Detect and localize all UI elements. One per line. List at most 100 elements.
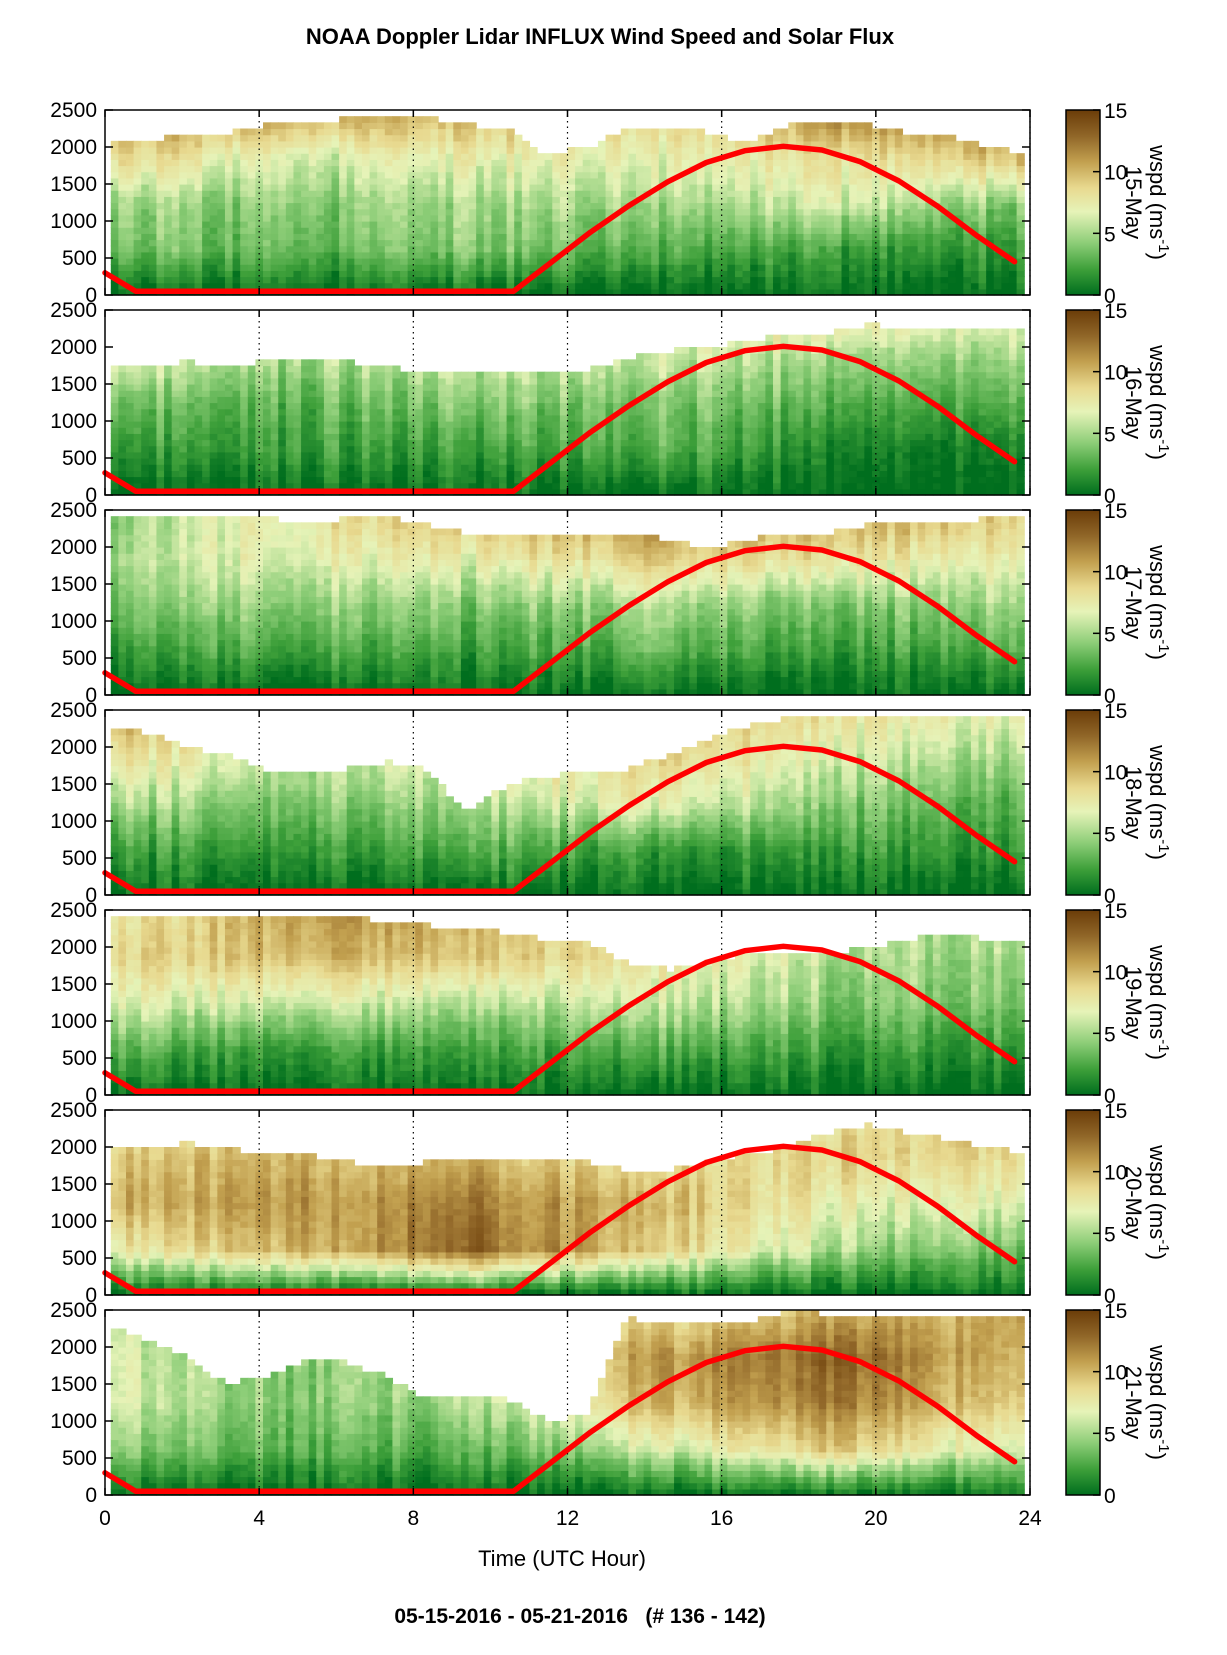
heatmap-cell [568, 159, 576, 166]
heatmap-cell [491, 258, 499, 265]
heatmap-cell [621, 421, 629, 428]
heatmap-cell [1017, 209, 1025, 216]
heatmap-cell [499, 129, 507, 136]
heatmap-cell [461, 378, 469, 385]
heatmap-cell [606, 227, 614, 234]
heatmap-cell [339, 359, 347, 366]
heatmap-cell [887, 246, 895, 253]
heatmap-cell [400, 390, 408, 397]
heatmap-cell [712, 415, 720, 422]
heatmap-cell [126, 246, 134, 253]
heatmap-cell [377, 166, 385, 173]
heatmap-cell [187, 477, 195, 484]
heatmap-cell [301, 427, 309, 434]
heatmap-cell [552, 390, 560, 397]
heatmap-cell [255, 129, 263, 136]
heatmap-cell [217, 190, 225, 197]
heatmap-cell [568, 252, 576, 259]
heatmap-cell [720, 440, 728, 447]
heatmap-cell [332, 252, 340, 259]
heatmap-cell [758, 240, 766, 247]
heatmap-cell [552, 464, 560, 471]
heatmap-cell [172, 159, 180, 166]
heatmap-cell [430, 421, 438, 428]
heatmap-cell [606, 258, 614, 265]
heatmap-cell [697, 403, 705, 410]
heatmap-cell [560, 384, 568, 391]
heatmap-cell [1001, 270, 1009, 277]
heatmap-cell [347, 384, 355, 391]
heatmap-cell [225, 240, 233, 247]
heatmap-cell [233, 366, 241, 373]
heatmap-cell [118, 246, 126, 253]
heatmap-cell [172, 372, 180, 379]
heatmap-cell [545, 166, 553, 173]
heatmap-cell [697, 264, 705, 271]
heatmap-cell [484, 464, 492, 471]
heatmap-cell [476, 264, 484, 271]
heatmap-cell [293, 215, 301, 222]
heatmap-cell [575, 196, 583, 203]
heatmap-cell [362, 240, 370, 247]
heatmap-cell [705, 215, 713, 222]
heatmap-cell [842, 264, 850, 271]
heatmap-cell [758, 196, 766, 203]
heatmap-cell [963, 258, 971, 265]
heatmap-cell [583, 209, 591, 216]
heatmap-cell [210, 415, 218, 422]
heatmap-cell [309, 252, 317, 259]
heatmap-cell [392, 458, 400, 465]
heatmap-cell [392, 141, 400, 148]
heatmap-cell [210, 477, 218, 484]
heatmap-cell [286, 246, 294, 253]
heatmap-cell [956, 172, 964, 179]
heatmap-cell [522, 190, 530, 197]
heatmap-cell [621, 166, 629, 173]
heatmap-cell [430, 252, 438, 259]
heatmap-cell [621, 384, 629, 391]
heatmap-cell [712, 464, 720, 471]
heatmap-cell [217, 283, 225, 290]
heatmap-cell [332, 359, 340, 366]
heatmap-cell [293, 403, 301, 410]
heatmap-cell [568, 458, 576, 465]
heatmap-cell [134, 427, 142, 434]
heatmap-cell [347, 283, 355, 290]
heatmap-cell [179, 277, 187, 284]
heatmap-cell [606, 427, 614, 434]
heatmap-cell [666, 153, 674, 160]
heatmap-cell [598, 178, 606, 185]
heatmap-cell [423, 141, 431, 148]
heatmap-cell [514, 270, 522, 277]
heatmap-cell [469, 384, 477, 391]
heatmap-cell [773, 159, 781, 166]
heatmap-cell [286, 359, 294, 366]
heatmap-cell [164, 452, 172, 459]
heatmap-cell [682, 415, 690, 422]
heatmap-cell [324, 240, 332, 247]
heatmap-cell [788, 258, 796, 265]
heatmap-cell [940, 246, 948, 253]
heatmap-cell [408, 196, 416, 203]
heatmap-cell [636, 172, 644, 179]
heatmap-cell [1001, 233, 1009, 240]
heatmap-cell [202, 203, 210, 210]
heatmap-cell [309, 427, 317, 434]
heatmap-cell [575, 258, 583, 265]
heatmap-cell [156, 166, 164, 173]
heatmap-cell [491, 184, 499, 191]
heatmap-cell [149, 258, 157, 265]
heatmap-cell [636, 353, 644, 360]
heatmap-cell [872, 147, 880, 154]
heatmap-cell [819, 135, 827, 142]
heatmap-cell [674, 403, 682, 410]
heatmap-cell [286, 458, 294, 465]
heatmap-cell [293, 384, 301, 391]
heatmap-cell [560, 203, 568, 210]
heatmap-cell [682, 129, 690, 136]
heatmap-cell [499, 390, 507, 397]
heatmap-cell [156, 221, 164, 228]
heatmap-cell [545, 209, 553, 216]
heatmap-cell [598, 470, 606, 477]
heatmap-cell [758, 209, 766, 216]
